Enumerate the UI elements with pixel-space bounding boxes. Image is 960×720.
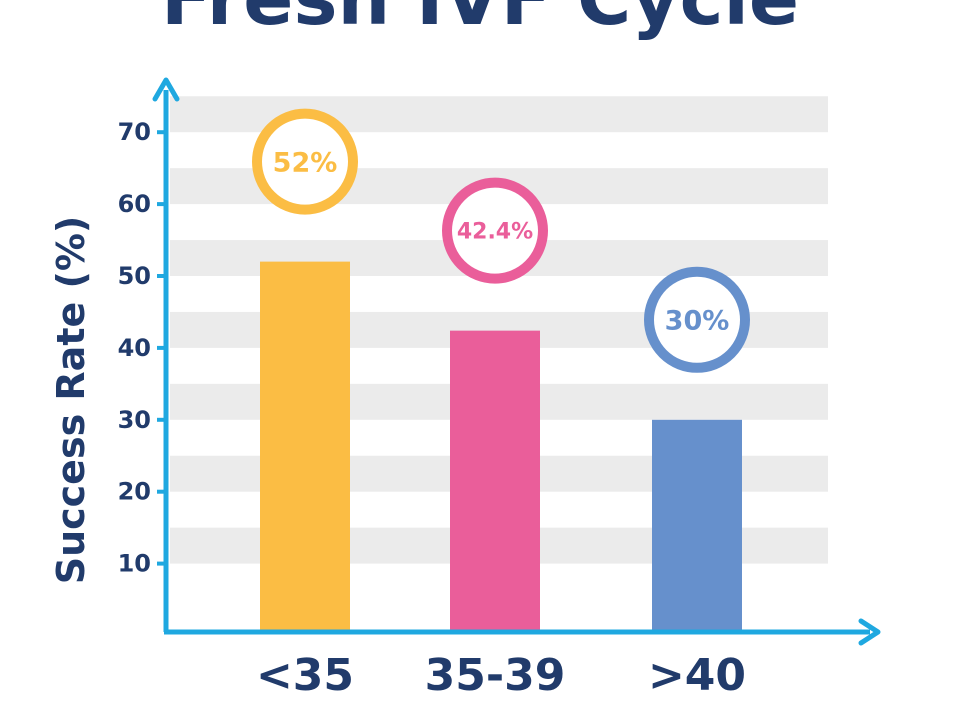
y-axis-arrow-icon <box>152 77 180 102</box>
bar-group <box>260 261 742 632</box>
x-tick-label: 35-39 <box>425 650 566 701</box>
x-tick-label: <35 <box>256 650 354 701</box>
y-tick-label: 30 <box>118 406 151 434</box>
data-label: 52% <box>273 147 338 178</box>
x-axis-arrow-icon <box>858 618 881 646</box>
y-tick-label: 50 <box>118 262 151 290</box>
x-tick-label: >40 <box>648 650 746 701</box>
y-tick-label: 10 <box>118 550 151 578</box>
y-tick-label: 70 <box>118 118 151 146</box>
bar <box>260 261 350 632</box>
chart-title: Fresh IVF Cycle <box>0 0 960 36</box>
y-ticks: 10 20 30 40 50 60 70 <box>118 118 168 578</box>
y-tick-label: 20 <box>118 478 151 506</box>
data-labels: 52% 42.4% 30% <box>252 108 750 373</box>
data-label: 30% <box>665 306 730 337</box>
x-tick-labels: <35 35-39 >40 <box>256 650 746 701</box>
data-label-circle <box>252 108 358 215</box>
axes <box>152 77 881 646</box>
bar <box>450 330 540 632</box>
y-tick-label: 60 <box>118 190 151 218</box>
data-label-circle <box>644 266 750 373</box>
data-label: 42.4% <box>457 220 533 245</box>
data-label-circle <box>442 177 548 284</box>
bar <box>652 419 742 632</box>
y-tick-label: 40 <box>118 334 151 362</box>
y-axis-label: Success Rate (%) <box>49 216 93 585</box>
